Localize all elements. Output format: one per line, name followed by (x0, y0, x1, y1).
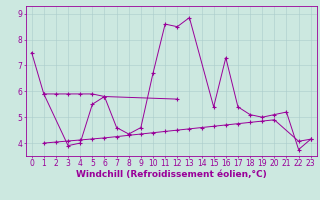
X-axis label: Windchill (Refroidissement éolien,°C): Windchill (Refroidissement éolien,°C) (76, 170, 267, 179)
